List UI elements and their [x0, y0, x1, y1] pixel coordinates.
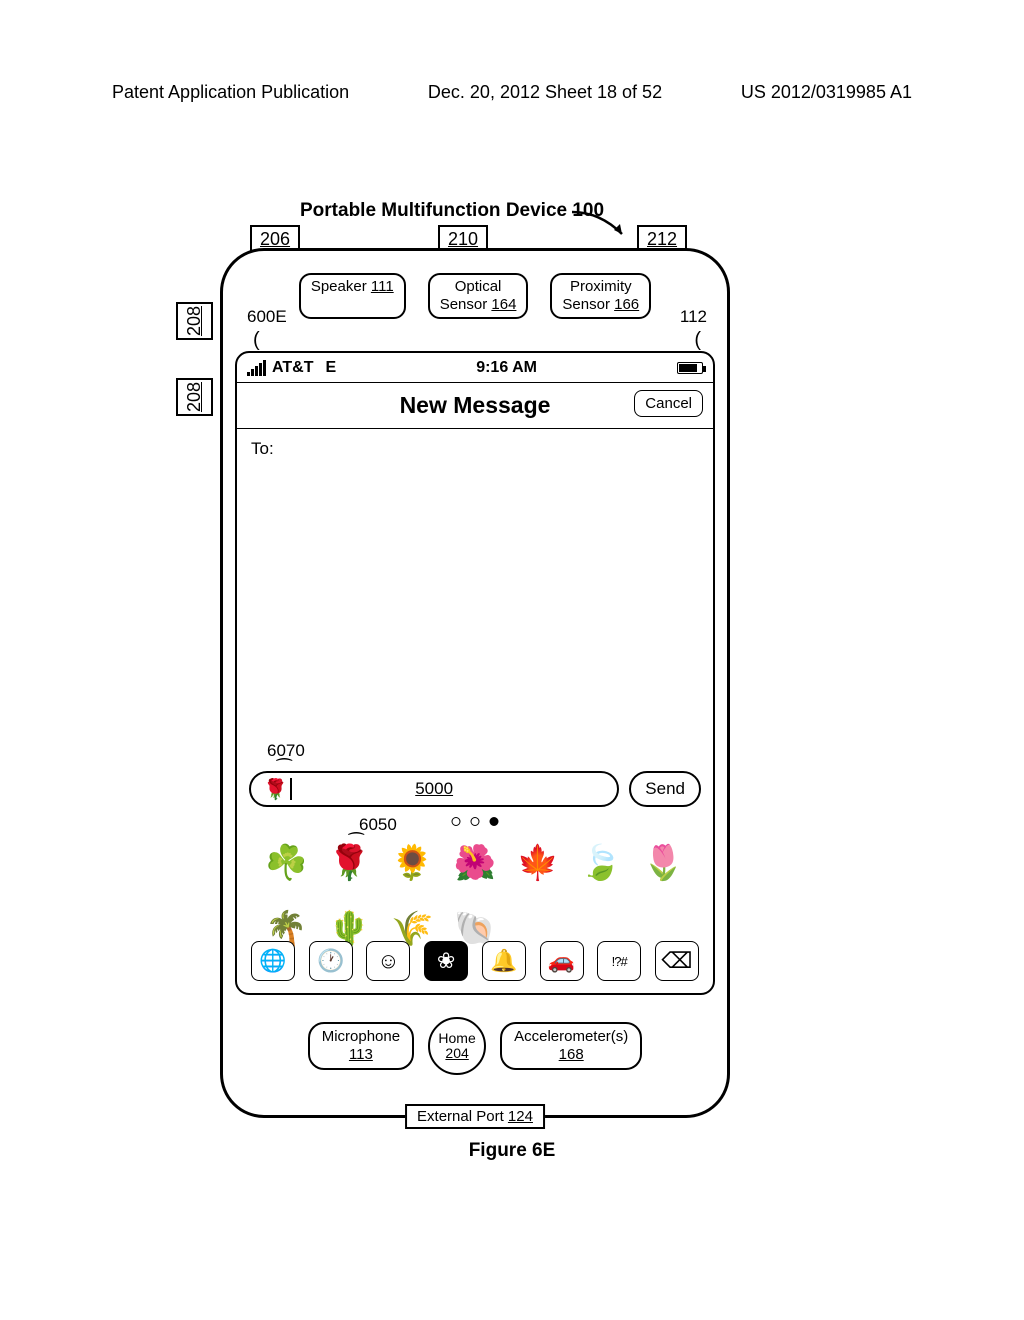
nav-bar: New Message Cancel: [237, 383, 713, 429]
emoji-key-hibiscus[interactable]: 🌺: [454, 843, 496, 883]
category-globe-button[interactable]: 🌐: [251, 941, 295, 981]
page-header: Patent Application Publication Dec. 20, …: [112, 82, 912, 103]
ref-208-b: 208: [176, 378, 213, 416]
input-emoji-icon: 🌹: [263, 777, 288, 802]
figure-caption: Figure 6E: [0, 1140, 1024, 1162]
battery-icon: [677, 362, 703, 374]
sensor-row: Speaker 111 Optical Sensor 164 Proximity…: [223, 273, 727, 319]
delete-button[interactable]: ⌫: [655, 941, 699, 981]
send-button[interactable]: Send: [629, 771, 701, 807]
category-symbols-button[interactable]: !?#: [597, 941, 641, 981]
category-smiley-button[interactable]: ☺: [366, 941, 410, 981]
category-recent-button[interactable]: 🕐: [309, 941, 353, 981]
label-112: 112: [680, 307, 707, 327]
network-label: E: [325, 359, 336, 377]
message-body-area[interactable]: [237, 469, 713, 609]
cancel-button[interactable]: Cancel: [634, 390, 703, 417]
page-indicator[interactable]: [452, 817, 499, 826]
microphone-label: Microphone113: [308, 1022, 414, 1070]
emoji-key-maple[interactable]: 🍁: [517, 843, 559, 883]
header-right: US 2012/0319985 A1: [741, 82, 912, 103]
time-label: 9:16 AM: [336, 359, 677, 377]
label-6050: 6050: [359, 815, 397, 835]
page-dot: [490, 817, 499, 826]
bottom-components: Microphone113 Home204 Accelerometer(s)16…: [223, 1017, 727, 1075]
status-bar: AT&T E 9:16 AM: [237, 353, 713, 383]
to-field[interactable]: To:: [237, 429, 713, 469]
message-input[interactable]: 🌹 5000: [249, 771, 619, 807]
signal-icon: [247, 360, 266, 376]
accelerometer-label: Accelerometer(s)168: [500, 1022, 642, 1070]
ref-208-a: 208: [176, 302, 213, 340]
external-port-label: External Port 124: [405, 1104, 545, 1129]
category-bell-button[interactable]: 🔔: [482, 941, 526, 981]
speaker-label: Speaker 111: [299, 273, 406, 319]
emoji-key-sunflower[interactable]: 🌻: [391, 843, 433, 883]
ref-5000: 5000: [415, 779, 453, 799]
home-button[interactable]: Home204: [428, 1017, 486, 1075]
device-title: Portable Multifunction Device 100: [300, 200, 604, 222]
emoji-key-tulip[interactable]: 🌷: [642, 843, 684, 883]
category-bar: 🌐 🕐 ☺ ❀ 🔔 🚗 !?# ⌫: [247, 937, 703, 985]
header-left: Patent Application Publication: [112, 82, 349, 103]
proximity-sensor-label: Proximity Sensor 166: [550, 273, 651, 319]
label-600E: 600E: [247, 307, 287, 327]
input-row: 🌹 5000 Send: [249, 771, 701, 807]
lead-curve-icon: (: [694, 329, 701, 352]
emoji-key-leaves[interactable]: 🍃: [580, 843, 622, 883]
header-center: Dec. 20, 2012 Sheet 18 of 52: [428, 82, 662, 103]
emoji-grid: ☘️ 🌹 🌻 🌺 🍁 🍃 🌷 🌴 🌵 🌾 🐚: [255, 843, 695, 949]
text-cursor-icon: [290, 778, 292, 800]
category-car-button[interactable]: 🚗: [540, 941, 584, 981]
lead-curve-icon: (: [253, 329, 260, 352]
emoji-key-clover[interactable]: ☘️: [265, 843, 307, 883]
nav-title: New Message: [400, 392, 551, 419]
title-arrow-icon: [570, 210, 630, 240]
touchscreen[interactable]: AT&T E 9:16 AM New Message Cancel To: 60…: [235, 351, 715, 995]
page-dot: [471, 817, 480, 826]
emoji-key-rose[interactable]: 🌹: [328, 843, 370, 883]
carrier-label: AT&T: [272, 359, 313, 377]
device-outline: Speaker 111 Optical Sensor 164 Proximity…: [220, 248, 730, 1118]
page-dot: [452, 817, 461, 826]
optical-sensor-label: Optical Sensor 164: [428, 273, 529, 319]
category-nature-button[interactable]: ❀: [424, 941, 468, 981]
label-6070: 6070: [267, 741, 305, 761]
